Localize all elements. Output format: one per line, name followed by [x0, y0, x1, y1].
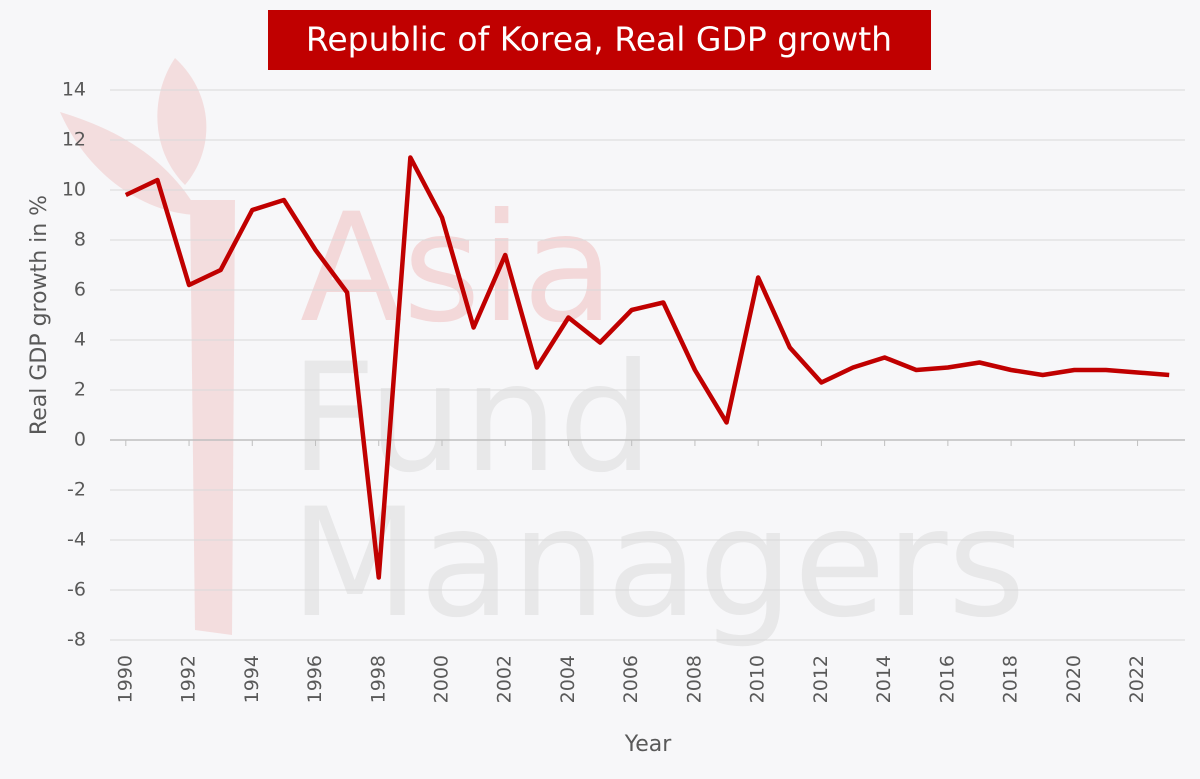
- y-tick-label: 4: [74, 329, 86, 351]
- x-tick-label: 2016: [936, 655, 958, 703]
- x-axis-label: Year: [624, 732, 673, 757]
- x-tick-label: 1998: [367, 655, 389, 703]
- x-tick-label: 2018: [1000, 655, 1022, 703]
- x-tick-label: 2020: [1063, 655, 1085, 703]
- x-tick-label: 2006: [620, 655, 642, 703]
- y-tick-label: 14: [62, 79, 86, 101]
- y-tick-label: 2: [74, 379, 86, 401]
- x-tick-label: 2012: [810, 655, 832, 703]
- x-tick-label: 2014: [873, 655, 895, 703]
- x-tick-label: 1994: [241, 655, 263, 703]
- y-tick-label: 12: [62, 129, 86, 151]
- x-tick-label: 1996: [304, 655, 326, 703]
- x-tick-label: 2002: [494, 655, 516, 703]
- data-line: [124, 155, 1170, 580]
- x-tick-label: 2022: [1126, 655, 1148, 703]
- x-tick-label: 2008: [683, 655, 705, 703]
- watermark-text: Fund: [290, 332, 653, 506]
- x-tick-label: 2000: [430, 655, 452, 703]
- x-tick-label: 2004: [557, 655, 579, 703]
- x-tick-label: 1992: [178, 655, 200, 703]
- x-tick-label: 1990: [114, 655, 136, 703]
- title-box: [268, 10, 931, 70]
- y-tick-label: -6: [67, 579, 86, 601]
- watermark-stem: [190, 200, 235, 635]
- y-tick-label: 6: [74, 279, 86, 301]
- y-tick-label: -2: [67, 479, 86, 501]
- y-tick-label: -8: [67, 629, 86, 651]
- chart-title: Republic of Korea, Real GDP growth: [306, 20, 892, 59]
- y-tick-label: 10: [62, 179, 86, 201]
- y-axis-label: Real GDP growth in %: [27, 195, 52, 435]
- y-tick-label: 8: [74, 229, 86, 251]
- y-tick-label: -4: [67, 529, 86, 551]
- watermark-text: Managers: [290, 477, 1026, 651]
- y-tick-label: 0: [74, 429, 86, 451]
- x-tick-label: 2010: [747, 655, 769, 703]
- watermark-leaf: [60, 112, 200, 215]
